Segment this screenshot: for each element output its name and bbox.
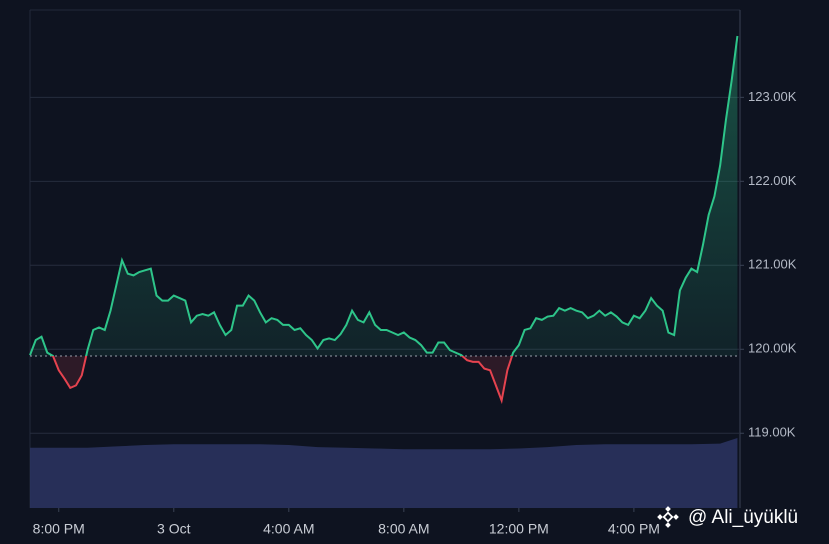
y-tick-label: 120.00K bbox=[748, 341, 797, 356]
watermark-text: @ Ali_üyüklü bbox=[688, 507, 798, 528]
price-line-up bbox=[29, 35, 739, 356]
x-tick-label: 4:00 AM bbox=[263, 521, 314, 537]
watermark-logo bbox=[657, 506, 679, 528]
x-tick-label: 4:00 PM bbox=[608, 521, 660, 537]
y-tick-label: 123.00K bbox=[748, 89, 797, 104]
volume-area bbox=[30, 438, 738, 508]
x-tick-label: 8:00 PM bbox=[33, 521, 85, 537]
x-tick-label: 8:00 AM bbox=[378, 521, 429, 537]
watermark: @ Ali_üyüklü bbox=[657, 506, 798, 528]
y-tick-label: 122.00K bbox=[748, 173, 797, 188]
y-tick-label: 119.00K bbox=[748, 425, 796, 440]
x-tick-label: 12:00 PM bbox=[489, 521, 549, 537]
x-tick-label: 3 Oct bbox=[157, 521, 191, 537]
y-tick-label: 121.00K bbox=[748, 257, 797, 272]
